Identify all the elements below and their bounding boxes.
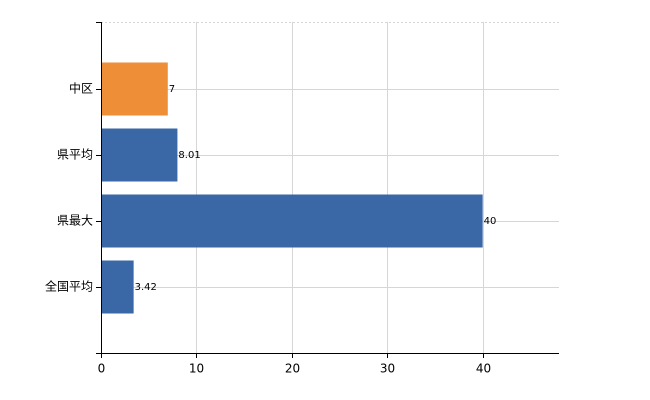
x-tick-label: 40 (476, 362, 491, 376)
bar (101, 194, 483, 248)
bar (101, 128, 178, 182)
value-label: 40 (484, 216, 497, 227)
y-tick-label: 中区 (69, 81, 93, 96)
y-tick-label: 全国平均 (45, 279, 93, 294)
x-tick-label: 30 (380, 362, 395, 376)
x-tick-label: 20 (285, 362, 300, 376)
x-tick-label: 10 (189, 362, 204, 376)
y-tick-label: 県平均 (57, 148, 93, 162)
value-label: 7 (169, 84, 175, 95)
x-tick-label: 0 (98, 362, 106, 376)
y-tick-label: 県最大 (57, 214, 93, 228)
value-label: 8.01 (178, 150, 200, 161)
bar (101, 260, 134, 314)
bar (101, 62, 168, 116)
value-label: 3.42 (135, 282, 157, 293)
